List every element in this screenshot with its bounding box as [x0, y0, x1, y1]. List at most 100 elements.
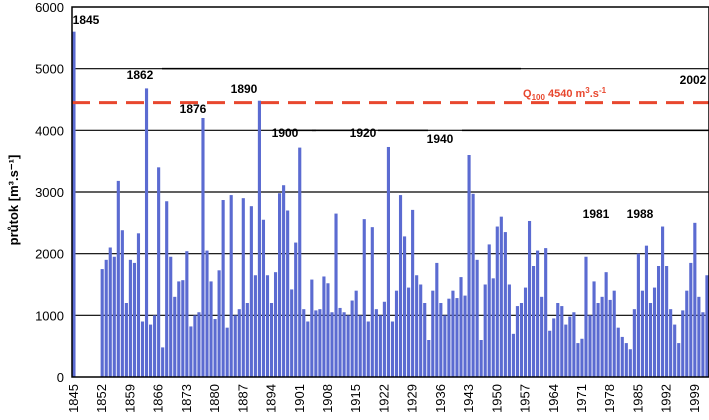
bar — [354, 290, 358, 377]
bar — [471, 193, 475, 377]
bar — [419, 284, 423, 377]
bar — [169, 256, 173, 377]
x-tick-label: 1964 — [546, 384, 561, 413]
x-tick-label: 1992 — [659, 384, 674, 413]
ref-rest: 4540 m — [545, 88, 586, 100]
bar — [273, 272, 278, 377]
bar — [181, 280, 185, 377]
x-tick-label: 1971 — [574, 384, 589, 413]
bar — [616, 327, 620, 377]
peak-year-label: 1862 — [127, 68, 154, 82]
bar — [128, 259, 132, 377]
bar — [536, 250, 540, 377]
bar — [153, 315, 157, 377]
bar — [697, 296, 701, 377]
bar — [136, 233, 141, 377]
bar-series — [72, 31, 709, 378]
bar — [519, 303, 524, 377]
bar — [507, 284, 511, 377]
x-tick-label: 1978 — [602, 384, 617, 413]
bar — [677, 343, 681, 377]
y-tick-label: 3000 — [35, 185, 64, 200]
bar — [648, 303, 653, 377]
bar — [278, 193, 282, 377]
x-tick-label: 1943 — [461, 384, 476, 413]
bar — [515, 306, 520, 377]
bar — [358, 315, 362, 377]
y-axis-label: průtok [m³.s⁻¹] — [6, 155, 21, 246]
bar — [491, 278, 495, 377]
y-tick-label: 6000 — [35, 0, 64, 15]
bar — [467, 155, 471, 377]
bar — [459, 277, 463, 377]
bar — [338, 307, 342, 377]
bar — [104, 259, 108, 377]
bar — [415, 275, 419, 377]
bar — [540, 296, 544, 377]
bar — [112, 256, 116, 377]
bar — [532, 266, 536, 377]
bar — [306, 321, 310, 377]
x-tick-label: 1852 — [94, 384, 109, 413]
ref-mid: .s — [590, 88, 599, 100]
ref-sup2: -1 — [599, 86, 607, 95]
bar — [693, 222, 697, 377]
bar — [241, 198, 245, 377]
x-tick-label: 1985 — [630, 384, 645, 413]
bar — [560, 306, 564, 377]
bar — [221, 200, 225, 377]
bar — [661, 226, 665, 377]
bar — [161, 347, 165, 377]
x-tick-label: 1957 — [518, 384, 533, 413]
bar — [253, 275, 257, 377]
bar — [72, 31, 76, 378]
x-tick-label: 1873 — [179, 384, 194, 413]
bar — [588, 315, 592, 377]
bar — [527, 220, 532, 377]
bar — [294, 242, 298, 377]
bar — [265, 275, 270, 377]
bar — [572, 312, 576, 377]
bar — [173, 296, 177, 377]
bar — [386, 146, 390, 377]
bar — [564, 324, 568, 377]
bar — [499, 216, 503, 377]
bar — [185, 251, 189, 377]
bar — [318, 309, 322, 377]
bar — [669, 309, 673, 377]
bar — [523, 287, 528, 377]
bar — [443, 315, 447, 377]
bar — [592, 281, 596, 377]
bar — [229, 195, 233, 377]
bar — [177, 281, 181, 377]
bar — [431, 290, 435, 377]
y-tick-label: 2000 — [35, 247, 64, 262]
bar — [503, 232, 507, 377]
bar — [487, 244, 491, 377]
peak-year-label: 1988 — [627, 207, 654, 221]
x-tick-label: 1908 — [320, 384, 335, 413]
bar — [701, 312, 705, 377]
q100-reference-label: Q100 4540 m3.s-1 — [523, 86, 607, 102]
bar — [302, 309, 306, 377]
bar — [374, 309, 378, 377]
bar — [483, 284, 487, 377]
peak-year-label: 1876 — [180, 102, 207, 116]
bar — [640, 290, 644, 377]
peak-year-label: 1981 — [583, 207, 610, 221]
x-tick-label: 1901 — [292, 384, 307, 413]
peak-year-label: 2002 — [680, 73, 707, 87]
bar — [310, 279, 314, 377]
bar — [201, 118, 205, 377]
x-tick-label: 1950 — [489, 384, 504, 413]
bar — [644, 245, 649, 377]
bar — [322, 276, 326, 377]
bar — [382, 301, 386, 377]
bar — [584, 256, 588, 377]
x-tick-label: 1880 — [207, 384, 222, 413]
period-label-lines — [162, 67, 709, 132]
x-tick-label: 1894 — [264, 384, 279, 413]
ref-sup1: 3 — [585, 86, 590, 95]
bar — [398, 195, 403, 377]
